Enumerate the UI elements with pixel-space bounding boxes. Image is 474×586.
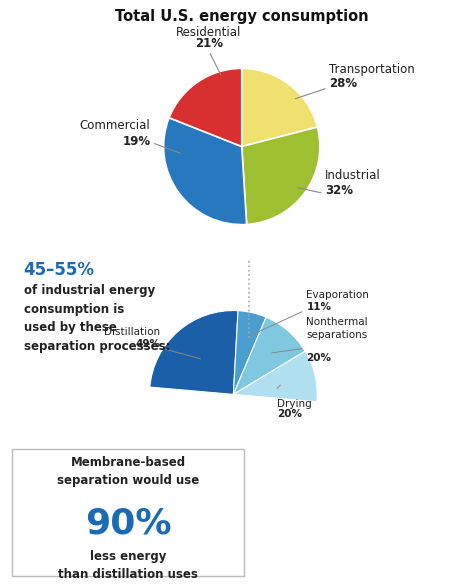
Wedge shape [233,351,317,401]
Text: Membrane-based
separation would use: Membrane-based separation would use [57,456,199,487]
Text: Evaporation: Evaporation [306,291,369,301]
Wedge shape [242,69,318,146]
Text: Drying: Drying [277,398,312,408]
Text: 19%: 19% [122,135,150,148]
Text: Nonthermal
separations: Nonthermal separations [306,318,368,340]
Wedge shape [164,118,246,224]
Text: 90%: 90% [85,506,171,540]
Text: 49%: 49% [136,339,160,349]
Text: 20%: 20% [306,353,331,363]
Text: Industrial: Industrial [325,169,381,182]
Text: less energy
than distillation uses: less energy than distillation uses [58,550,198,581]
Wedge shape [233,317,305,394]
FancyBboxPatch shape [12,449,244,576]
Text: Distillation: Distillation [104,328,160,338]
Wedge shape [233,311,266,394]
Text: 45–55%: 45–55% [24,261,95,279]
Text: 32%: 32% [325,184,353,197]
Wedge shape [150,311,238,394]
Text: 21%: 21% [195,38,223,50]
Text: Commercial: Commercial [80,120,150,132]
Text: 11%: 11% [306,302,331,312]
Text: Residential: Residential [176,26,242,39]
Text: of industrial energy
consumption is
used by these
separation processes:: of industrial energy consumption is used… [24,284,170,353]
Text: 28%: 28% [329,77,357,90]
Text: 20%: 20% [277,410,302,420]
Text: Transportation: Transportation [329,63,415,76]
Title: Total U.S. energy consumption: Total U.S. energy consumption [115,9,369,24]
Wedge shape [169,69,242,146]
Wedge shape [242,127,320,224]
